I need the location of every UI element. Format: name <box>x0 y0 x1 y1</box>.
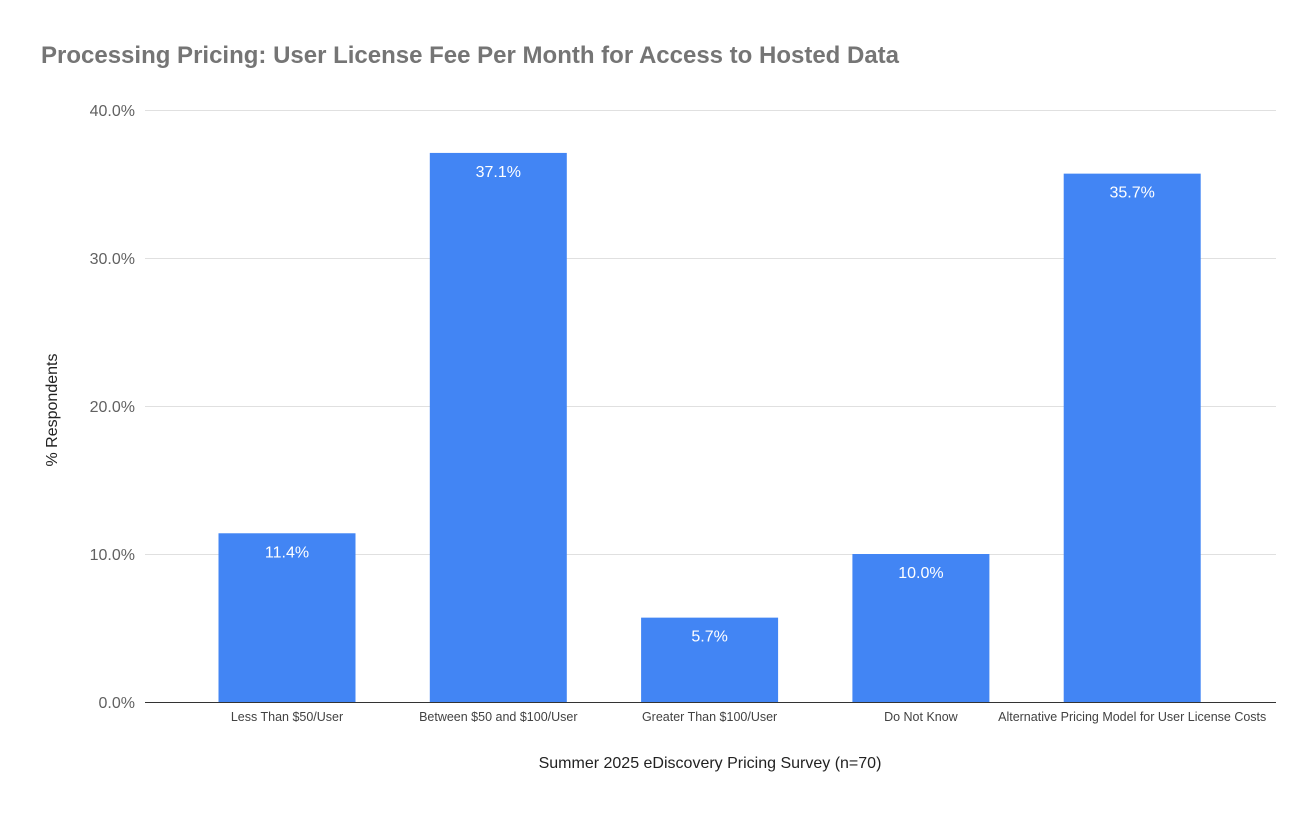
x-tick-label: Do Not Know <box>884 710 959 724</box>
y-tick-label: 20.0% <box>90 399 135 416</box>
y-tick-label: 30.0% <box>90 251 135 268</box>
bar <box>852 554 990 702</box>
data-label: 37.1% <box>476 164 521 181</box>
bar <box>429 152 567 703</box>
bar <box>641 617 779 702</box>
y-axis-title: % Respondents <box>44 354 61 467</box>
data-label: 11.4% <box>265 544 309 561</box>
x-tick-label: Greater Than $100/User <box>642 710 777 724</box>
x-axis-title: Summer 2025 eDiscovery Pricing Survey (n… <box>539 755 882 772</box>
bar <box>1063 173 1201 702</box>
x-tick-labels: Less Than $50/User Between $50 and $100/U… <box>231 710 1266 724</box>
y-tick-label: 40.0% <box>90 103 135 120</box>
y-tick-label: 10.0% <box>90 547 135 564</box>
y-tick-labels: 0.0% 10.0% 20.0% 30.0% 40.0% <box>90 103 135 712</box>
y-tick-label: 0.0% <box>99 695 135 712</box>
x-tick-label: Less Than $50/User <box>231 710 343 724</box>
data-label: 10.0% <box>898 565 943 582</box>
x-tick-label: Alternative Pricing Model for User Licen… <box>998 710 1266 724</box>
chart-title: Processing Pricing: User License Fee Per… <box>41 42 900 69</box>
bar <box>218 533 356 702</box>
bars: 11.4% 37.1% 5.7% 10.0% 35.7% <box>218 152 1201 703</box>
data-label: 5.7% <box>691 629 727 646</box>
data-label: 35.7% <box>1110 185 1155 202</box>
x-tick-label: Between $50 and $100/User <box>419 710 577 724</box>
